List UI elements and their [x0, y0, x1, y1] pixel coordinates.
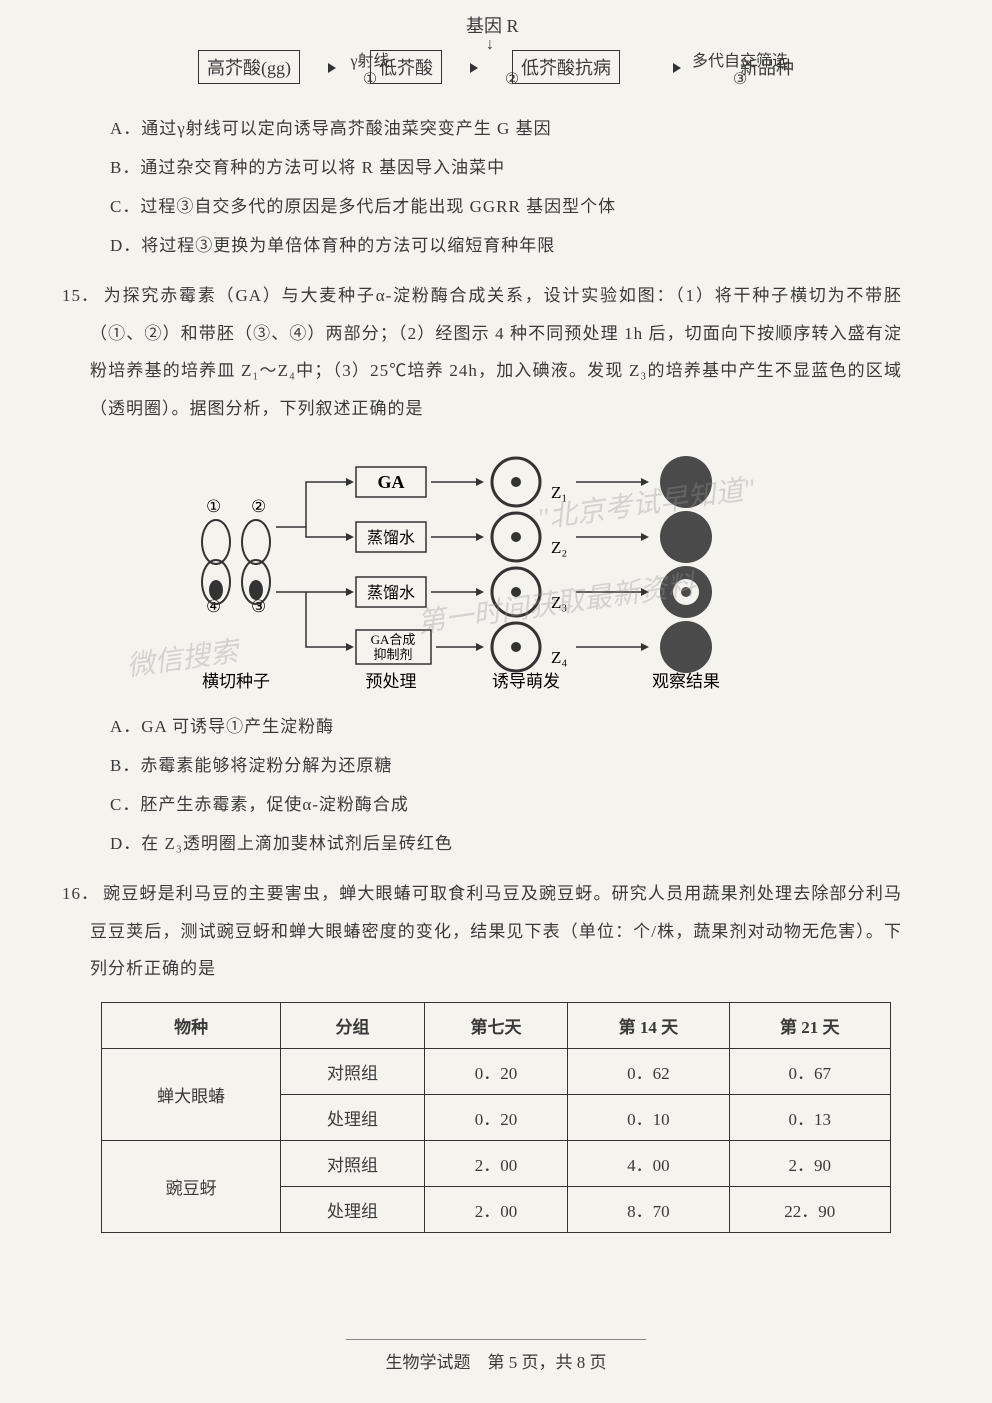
flow-box: 高芥酸(gg): [198, 50, 300, 84]
svg-text:观察结果: 观察结果: [652, 672, 720, 691]
svg-text:Z₃: Z₃: [551, 593, 567, 612]
option-b: B．赤霉素能够将淀粉分解为还原糖: [110, 746, 882, 785]
svg-text:横切种子: 横切种子: [202, 672, 270, 691]
table-row: 蝉大眼蝽 对照组 0．20 0．62 0．67: [102, 1049, 891, 1095]
q16-text: 16．豌豆蚜是利马豆的主要害虫，蝉大眼蝽可取食利马豆及豌豆蚜。研究人员用蔬果剂处…: [90, 875, 902, 987]
option-c: C．胚产生赤霉素，促使α-淀粉酶合成: [110, 785, 882, 824]
svg-text:GA合成: GA合成: [371, 632, 416, 647]
col-header: 第 14 天: [568, 1003, 729, 1049]
experiment-diagram: ① ② ④ ③ GA 蒸馏水 蒸馏水 GA合成 抑制剂: [156, 442, 836, 692]
page-footer: 生物学试题 第 5 页，共 8 页: [0, 1339, 992, 1373]
svg-text:抑制剂: 抑制剂: [373, 647, 412, 662]
q-number: 15．: [62, 277, 99, 314]
option-a: A．通过γ射线可以定向诱导高芥酸油菜突变产生 G 基因: [110, 109, 882, 148]
species-cell: 蝉大眼蝽: [102, 1049, 281, 1141]
col-header: 分组: [281, 1003, 424, 1049]
cell: 对照组: [281, 1141, 424, 1187]
option-c: C．过程③自交多代的原因是多代后才能出现 GGRR 基因型个体: [110, 187, 882, 226]
q14-options: A．通过γ射线可以定向诱导高芥酸油菜突变产生 G 基因 B．通过杂交育种的方法可…: [110, 109, 882, 265]
col-header: 第七天: [424, 1003, 567, 1049]
q15-options: A．GA 可诱导①产生淀粉酶 B．赤霉素能够将淀粉分解为还原糖 C．胚产生赤霉素…: [110, 707, 882, 863]
option-b: B．通过杂交育种的方法可以将 R 基因导入油菜中: [110, 148, 882, 187]
svg-text:诱导萌发: 诱导萌发: [492, 672, 560, 691]
cell: 处理组: [281, 1095, 424, 1141]
option-d: D．将过程③更换为单倍体育种的方法可以缩短育种年限: [110, 226, 882, 265]
col-header: 物种: [102, 1003, 281, 1049]
footer-text: 生物学试题 第 5 页，共 8 页: [386, 1353, 607, 1372]
q-number: 16．: [62, 875, 99, 912]
cell: 0．13: [729, 1095, 890, 1141]
q15-text: 15．为探究赤霉素（GA）与大麦种子α-淀粉酶合成关系，设计实验如图：（1）将干…: [90, 277, 902, 427]
cell: 0．67: [729, 1049, 890, 1095]
cell: 处理组: [281, 1187, 424, 1233]
table-row: 豌豆蚜 对照组 2．00 4．00 2．90: [102, 1141, 891, 1187]
svg-text:预处理: 预处理: [366, 672, 417, 691]
cell: 0．10: [568, 1095, 729, 1141]
svg-text:Z₄: Z₄: [551, 648, 567, 667]
cell: 4．00: [568, 1141, 729, 1187]
svg-text:①: ①: [206, 497, 221, 516]
table-header-row: 物种 分组 第七天 第 14 天 第 21 天: [102, 1003, 891, 1049]
species-cell: 豌豆蚜: [102, 1141, 281, 1233]
cell: 0．20: [424, 1049, 567, 1095]
cell: 2．90: [729, 1141, 890, 1187]
svg-text:蒸馏水: 蒸馏水: [367, 529, 415, 547]
cell: 对照组: [281, 1049, 424, 1095]
option-d: D．在 Z₃透明圈上滴加斐林试剂后呈砖红色: [110, 824, 882, 863]
cell: 0．20: [424, 1095, 567, 1141]
cell: 8．70: [568, 1187, 729, 1233]
option-a: A．GA 可诱导①产生淀粉酶: [110, 707, 882, 746]
svg-text:Z₁: Z₁: [551, 483, 567, 502]
svg-text:②: ②: [251, 497, 266, 516]
gene-r-label: 基因 R: [466, 12, 519, 38]
density-table: 物种 分组 第七天 第 14 天 第 21 天 蝉大眼蝽 对照组 0．20 0．…: [101, 1002, 891, 1233]
cell: 2．00: [424, 1141, 567, 1187]
cell: 22．90: [729, 1187, 890, 1233]
cell: 0．62: [568, 1049, 729, 1095]
svg-text:Z₂: Z₂: [551, 538, 567, 557]
down-arrow-icon: ↓: [486, 36, 494, 54]
svg-text:蒸馏水: 蒸馏水: [367, 584, 415, 602]
cell: 2．00: [424, 1187, 567, 1233]
svg-text:GA: GA: [378, 472, 405, 492]
breeding-flowchart: 基因 R ↓ 高芥酸(gg) γ射线 ① 低芥酸 ② 低芥酸抗病 多代自交筛选 …: [96, 50, 896, 84]
col-header: 第 21 天: [729, 1003, 890, 1049]
